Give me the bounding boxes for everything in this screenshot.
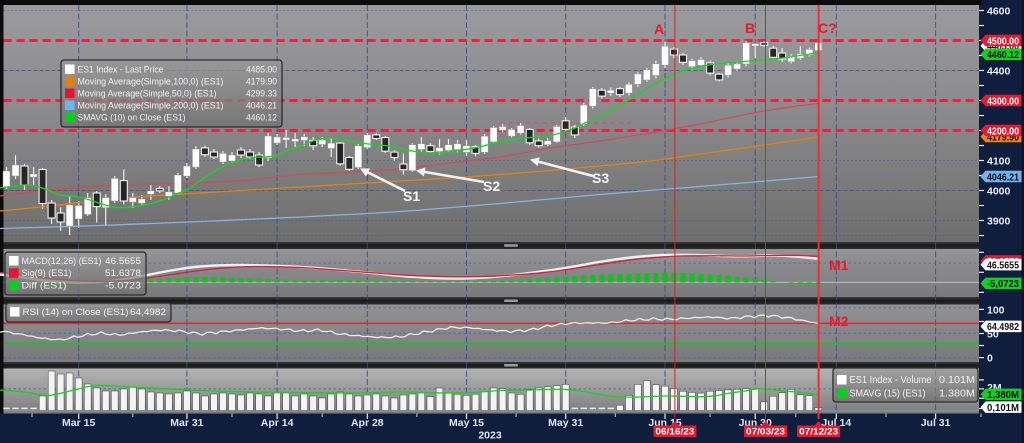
svg-text:May 15: May 15 [449, 417, 484, 429]
svg-text:May 31: May 31 [548, 417, 583, 429]
svg-text:2023: 2023 [478, 430, 502, 442]
svg-text:Jul 31: Jul 31 [921, 417, 951, 429]
svg-text:Diff (ES1): Diff (ES1) [22, 281, 67, 291]
svg-text:Moving Average(Simple,100,0) (: Moving Average(Simple,100,0) (ES1) [78, 76, 224, 86]
svg-text:SMAVG (15) (ES1): SMAVG (15) (ES1) [850, 388, 926, 399]
svg-text:4300.00: 4300.00 [987, 96, 1019, 107]
svg-text:4460.12: 4460.12 [987, 50, 1019, 61]
svg-text:-5,0723: -5,0723 [987, 279, 1019, 290]
svg-text:100: 100 [987, 304, 1005, 316]
svg-text:4600: 4600 [987, 6, 1011, 18]
svg-text:S3: S3 [592, 170, 609, 186]
svg-text:MACD(12,26) (ES1): MACD(12,26) (ES1) [22, 256, 102, 266]
svg-text:4485.00: 4485.00 [987, 42, 1019, 53]
svg-text:46.5655: 46.5655 [987, 260, 1019, 271]
svg-text:46.5655: 46.5655 [105, 256, 141, 266]
svg-text:RSI (14) on Close (ES1): RSI (14) on Close (ES1) [23, 307, 129, 317]
svg-text:SMAVG (10) on Close (ES1): SMAVG (10) on Close (ES1) [78, 112, 186, 122]
svg-text:S2: S2 [483, 178, 500, 194]
svg-text:Mar 31: Mar 31 [170, 417, 203, 429]
svg-text:-5.0723: -5.0723 [105, 281, 141, 291]
svg-text:07/03/23: 07/03/23 [746, 426, 785, 437]
svg-text:ES1 Index - Volume: ES1 Index - Volume [850, 375, 933, 386]
svg-text:0.101M: 0.101M [939, 375, 975, 386]
svg-text:Mar 15: Mar 15 [62, 417, 95, 429]
svg-text:C?: C? [818, 20, 837, 36]
svg-text:4100: 4100 [987, 156, 1011, 168]
svg-text:64,4982: 64,4982 [130, 307, 166, 317]
svg-text:4485.00: 4485.00 [246, 64, 277, 74]
svg-text:51.6378: 51.6378 [105, 268, 141, 278]
svg-text:Apr 14: Apr 14 [261, 417, 294, 429]
svg-text:4046.21: 4046.21 [246, 100, 277, 110]
svg-text:4179.90: 4179.90 [987, 132, 1019, 143]
svg-text:3900: 3900 [987, 216, 1011, 228]
svg-text:0,101M: 0,101M [987, 403, 1019, 414]
svg-text:4046.21: 4046.21 [987, 172, 1019, 183]
svg-text:07/12/23: 07/12/23 [799, 426, 838, 437]
svg-text:4500.00: 4500.00 [987, 36, 1019, 47]
svg-text:64.4982: 64.4982 [987, 322, 1019, 333]
svg-text:Apr 28: Apr 28 [351, 417, 384, 429]
svg-text:06/16/23: 06/16/23 [655, 426, 694, 437]
svg-text:4200.00: 4200.00 [987, 126, 1019, 137]
svg-text:Sig(9) (ES1): Sig(9) (ES1) [22, 268, 72, 278]
svg-text:M1: M1 [829, 257, 849, 273]
svg-text:Moving Average(Simple,50,0) (E: Moving Average(Simple,50,0) (ES1) [78, 88, 217, 98]
svg-text:M2: M2 [829, 313, 849, 329]
svg-text:4460.12: 4460.12 [246, 112, 277, 122]
svg-text:Moving Average(Simple,200,0) (: Moving Average(Simple,200,0) (ES1) [78, 100, 224, 110]
svg-text:4179.90: 4179.90 [246, 76, 277, 86]
svg-text:1,380M: 1,380M [987, 390, 1019, 401]
svg-text:0: 0 [987, 353, 993, 365]
svg-text:B: B [745, 20, 755, 36]
svg-text:ES1 Index - Last Price: ES1 Index - Last Price [78, 64, 164, 74]
svg-text:4400: 4400 [987, 66, 1011, 78]
svg-text:50: 50 [987, 329, 999, 341]
svg-text:A: A [654, 21, 664, 37]
svg-text:4000: 4000 [987, 186, 1011, 198]
svg-text:S1: S1 [403, 188, 420, 204]
svg-text:4299.33: 4299.33 [246, 88, 277, 98]
svg-text:1.380M: 1.380M [939, 388, 975, 399]
